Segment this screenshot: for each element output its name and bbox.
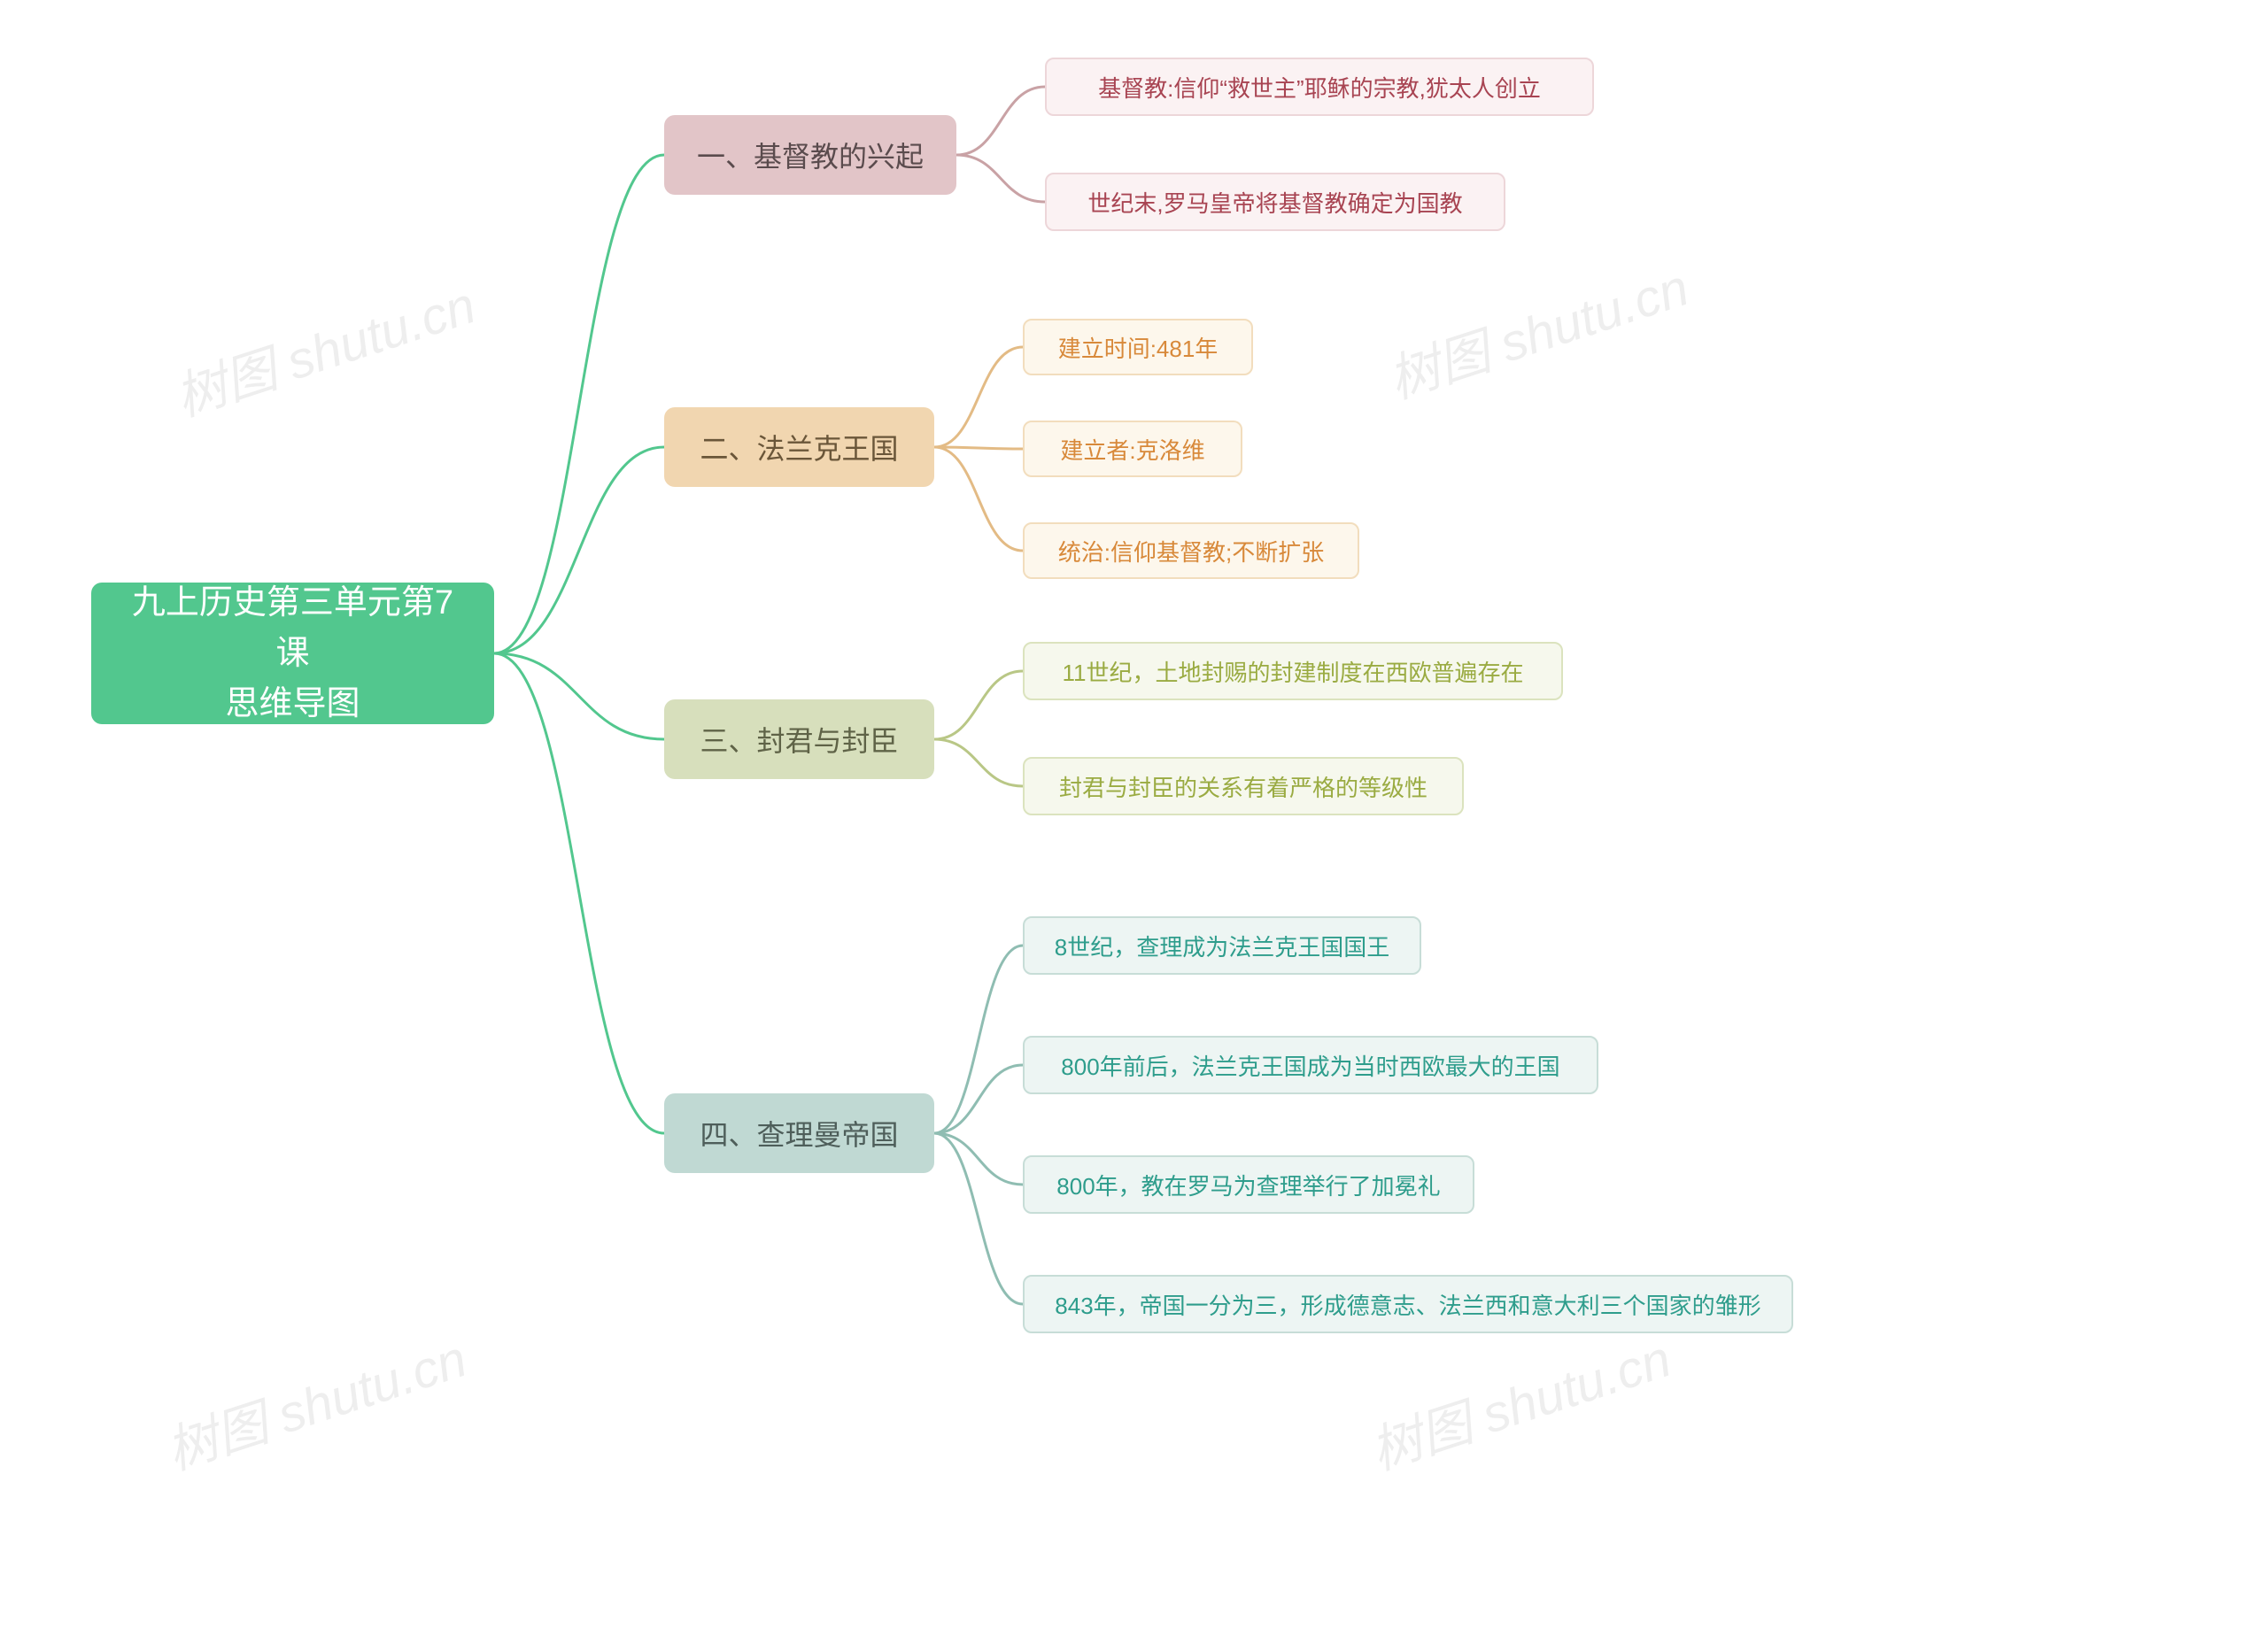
leaf-node: 基督教:信仰“救世主”耶稣的宗教,犹太人创立 [1045, 58, 1594, 116]
connector-layer [0, 0, 2267, 1652]
watermark: 树图 shutu.cn [1360, 1317, 1679, 1484]
branch-node: 三、封君与封臣 [664, 699, 934, 779]
leaf-label: 11世纪，土地封赐的封建制度在西欧普遍存在 [1063, 655, 1524, 688]
leaf-label: 建立者:克洛维 [1060, 433, 1204, 466]
branch-label: 三、封君与封臣 [700, 719, 898, 760]
leaf-node: 封君与封臣的关系有着严格的等级性 [1023, 757, 1464, 815]
leaf-node: 世纪末,罗马皇帝将基督教确定为国教 [1045, 173, 1505, 231]
leaf-node: 843年，帝国一分为三，形成德意志、法兰西和意大利三个国家的雏形 [1023, 1275, 1793, 1333]
leaf-node: 统治:信仰基督教;不断扩张 [1023, 522, 1359, 579]
watermark: 树图 shutu.cn [1378, 246, 1697, 413]
branch-node: 一、基督教的兴起 [664, 115, 956, 195]
leaf-label: 800年，教在罗马为查理举行了加冕礼 [1056, 1169, 1440, 1201]
leaf-node: 建立者:克洛维 [1023, 421, 1242, 477]
leaf-node: 11世纪，土地封赐的封建制度在西欧普遍存在 [1023, 642, 1563, 700]
leaf-label: 统治:信仰基督教;不断扩张 [1058, 535, 1324, 567]
leaf-label: 8世纪，查理成为法兰克王国国王 [1055, 930, 1389, 962]
leaf-label: 800年前后，法兰克王国成为当时西欧最大的王国 [1061, 1049, 1559, 1082]
leaf-label: 封君与封臣的关系有着严格的等级性 [1059, 770, 1428, 803]
branch-label: 一、基督教的兴起 [697, 135, 924, 175]
branch-node: 二、法兰克王国 [664, 407, 934, 487]
branch-label: 四、查理曼帝国 [700, 1113, 898, 1154]
leaf-label: 843年，帝国一分为三，形成德意志、法兰西和意大利三个国家的雏形 [1055, 1288, 1760, 1321]
leaf-label: 世纪末,罗马皇帝将基督教确定为国教 [1087, 186, 1462, 219]
leaf-node: 800年，教在罗马为查理举行了加冕礼 [1023, 1155, 1474, 1214]
leaf-node: 建立时间:481年 [1023, 319, 1253, 375]
mindmap-root: 九上历史第三单元第7课思维导图 [91, 583, 494, 724]
leaf-node: 8世纪，查理成为法兰克王国国王 [1023, 916, 1421, 975]
branch-node: 四、查理曼帝国 [664, 1093, 934, 1173]
branch-label: 二、法兰克王国 [700, 427, 898, 467]
root-label: 九上历史第三单元第7课思维导图 [116, 578, 469, 730]
leaf-label: 基督教:信仰“救世主”耶稣的宗教,犹太人创立 [1098, 71, 1541, 104]
leaf-node: 800年前后，法兰克王国成为当时西欧最大的王国 [1023, 1036, 1598, 1094]
watermark: 树图 shutu.cn [156, 1317, 475, 1484]
watermark: 树图 shutu.cn [165, 264, 484, 430]
leaf-label: 建立时间:481年 [1058, 331, 1219, 364]
